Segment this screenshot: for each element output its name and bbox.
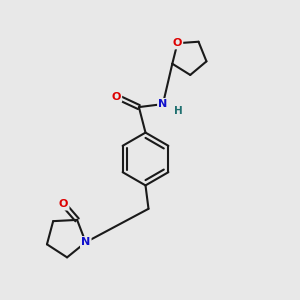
Text: O: O [112, 92, 121, 102]
Text: H: H [174, 106, 183, 116]
Text: O: O [173, 38, 182, 48]
Text: O: O [59, 199, 68, 209]
Text: N: N [81, 237, 90, 247]
Text: O: O [173, 38, 182, 48]
Text: N: N [81, 237, 90, 247]
Text: N: N [158, 99, 167, 109]
Text: O: O [112, 92, 121, 102]
Text: N: N [158, 99, 167, 109]
Text: O: O [59, 199, 68, 209]
Text: H: H [174, 106, 183, 116]
